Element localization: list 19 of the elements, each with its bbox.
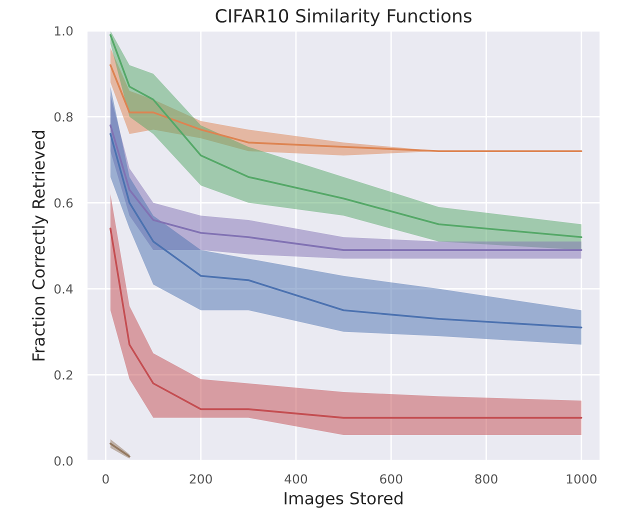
chart-title: CIFAR10 Similarity Functions (216, 8, 472, 26)
line-series (110, 133, 582, 328)
x-tick-label: 800 (475, 474, 498, 484)
x-tick-label: 200 (190, 474, 212, 484)
y-tick-label: 1.0 (54, 26, 73, 36)
line-series (110, 228, 582, 419)
x-tick-label: 1000 (566, 474, 596, 484)
y-axis-title: Fraction Correctly Retrieved (32, 131, 48, 360)
line-series (110, 64, 582, 152)
x-tick-label: 400 (284, 474, 308, 484)
line-series (110, 124, 582, 251)
y-tick-label: 0.2 (54, 370, 72, 380)
y-tick-label: 0.0 (54, 456, 73, 466)
x-tick-label: 600 (380, 474, 402, 484)
y-tick-label: 0.4 (54, 284, 73, 294)
x-axis-title: Images Stored (284, 492, 402, 508)
y-tick-label: 0.6 (54, 198, 73, 208)
x-tick-label: 0 (102, 474, 109, 484)
y-tick-label: 0.8 (54, 112, 73, 122)
